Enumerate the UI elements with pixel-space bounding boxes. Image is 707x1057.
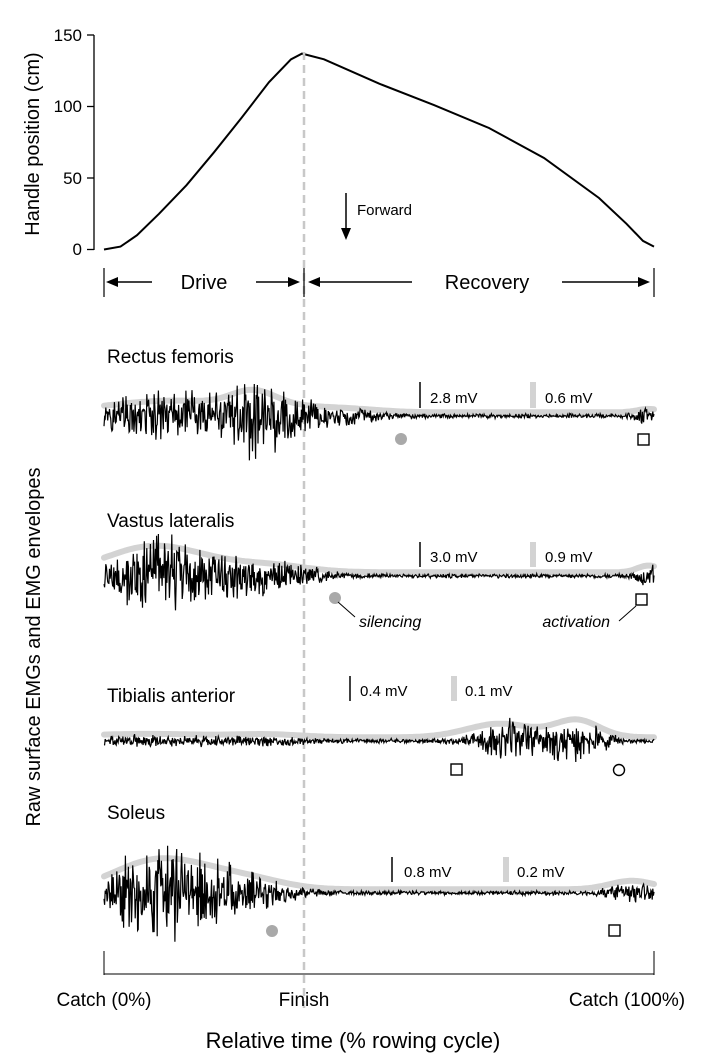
x-axis: Catch (0%) Finish Catch (100%) Relative … bbox=[56, 951, 685, 1053]
handle-position-series-line bbox=[103, 52, 655, 251]
emg-axis-title: Raw surface EMGs and EMG envelopes bbox=[23, 467, 45, 826]
activation-marker bbox=[635, 593, 648, 606]
x-axis-title: Relative time (% rowing cycle) bbox=[206, 1028, 501, 1053]
muscle-label: Vastus lateralis bbox=[107, 511, 234, 532]
recovery-arrow-right-head bbox=[638, 277, 650, 287]
envelope-scale-bar bbox=[530, 382, 536, 408]
muscle-label: Tibialis anterior bbox=[107, 686, 236, 707]
x-tick-label-finish: Finish bbox=[279, 990, 330, 1011]
forward-arrow-head bbox=[341, 228, 351, 240]
muscle-label: Rectus femoris bbox=[107, 347, 234, 368]
forward-label: Forward bbox=[357, 202, 412, 219]
emg-envelope-trace bbox=[101, 542, 657, 576]
silencing-marker bbox=[266, 925, 278, 937]
y-tick-label: 0 bbox=[73, 240, 82, 259]
recovery-arrow-left-head bbox=[308, 277, 320, 287]
drive-arrow-right-head bbox=[288, 277, 300, 287]
envelope-scale-bar bbox=[530, 542, 536, 567]
silencing-label: silencing bbox=[359, 614, 421, 631]
envelope-scale-label: 0.2 mV bbox=[517, 864, 565, 881]
raw-emg-trace bbox=[103, 845, 655, 942]
phase-bracket: Drive Recovery bbox=[103, 268, 655, 297]
emg-envelope-trace bbox=[101, 386, 657, 416]
silencing-marker bbox=[612, 763, 626, 777]
envelope-scale-bar bbox=[503, 857, 509, 882]
raw-emg-trace bbox=[103, 533, 655, 611]
silencing-marker bbox=[329, 592, 341, 604]
activation-label: activation bbox=[542, 614, 610, 631]
raw-emg-trace bbox=[103, 717, 655, 763]
activation-marker bbox=[450, 763, 463, 776]
activation-leader-line bbox=[618, 605, 637, 622]
handle-position-panel: 150 100 50 0 Handle position (cm) Forwar… bbox=[22, 26, 655, 259]
raw-scale-label: 0.4 mV bbox=[360, 683, 408, 700]
raw-scale-label: 0.8 mV bbox=[404, 864, 452, 881]
emg-envelope-trace bbox=[101, 716, 657, 741]
emg-panel-vastus-lateralis: Vastus lateralis 3.0 mV 0.9 mV silencing… bbox=[101, 511, 657, 631]
muscle-label: Soleus bbox=[107, 803, 165, 824]
y-tick-label: 50 bbox=[63, 169, 82, 188]
y-tick-label: 100 bbox=[54, 97, 82, 116]
silencing-marker bbox=[395, 433, 407, 445]
envelope-scale-label: 0.6 mV bbox=[545, 390, 593, 407]
x-tick-label-catch-end: Catch (100%) bbox=[569, 990, 685, 1011]
activation-marker bbox=[637, 433, 650, 446]
x-tick-label-catch-start: Catch (0%) bbox=[56, 990, 151, 1011]
drive-arrow-left-head bbox=[106, 277, 118, 287]
emg-panel-soleus: Soleus 0.8 mV 0.2 mV bbox=[101, 803, 657, 942]
emg-panel-rectus-femoris: Rectus femoris 2.8 mV 0.6 mV bbox=[101, 347, 657, 461]
envelope-scale-label: 0.1 mV bbox=[465, 683, 513, 700]
raw-emg-trace bbox=[103, 383, 655, 461]
y-tick-label: 150 bbox=[54, 26, 82, 45]
raw-scale-label: 2.8 mV bbox=[430, 390, 478, 407]
drive-label: Drive bbox=[181, 272, 228, 294]
emg-envelope-trace bbox=[101, 855, 657, 893]
silencing-leader-line bbox=[337, 601, 356, 618]
recovery-label: Recovery bbox=[445, 272, 529, 294]
envelope-scale-bar bbox=[451, 676, 457, 701]
emg-panel-tibialis-anterior: Tibialis anterior 0.4 mV 0.1 mV bbox=[101, 676, 657, 777]
activation-marker bbox=[608, 924, 621, 937]
envelope-scale-label: 0.9 mV bbox=[545, 549, 593, 566]
y-axis-title: Handle position (cm) bbox=[22, 52, 44, 235]
raw-scale-label: 3.0 mV bbox=[430, 549, 478, 566]
